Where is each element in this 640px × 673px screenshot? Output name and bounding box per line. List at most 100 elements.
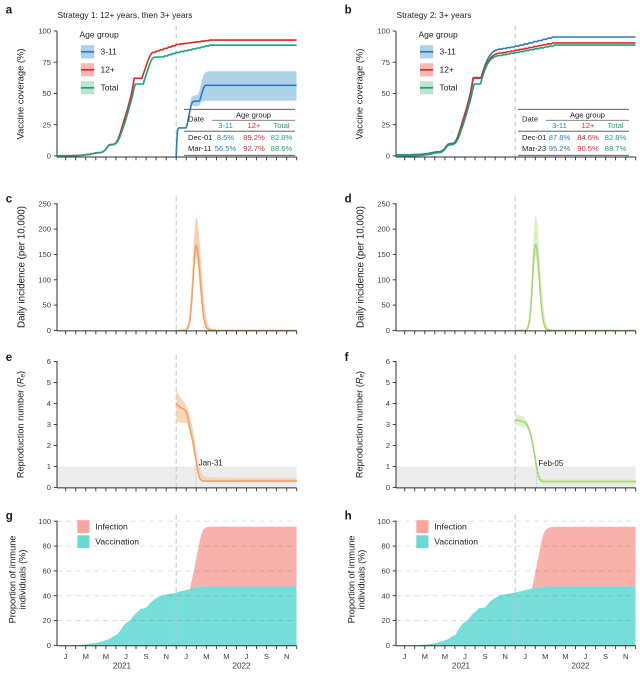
svg-text:80: 80 [43, 542, 51, 551]
svg-text:200: 200 [38, 225, 51, 234]
svg-text:50: 50 [382, 301, 390, 310]
svg-text:Dec-01: Dec-01 [522, 133, 546, 142]
svg-text:S: S [264, 652, 269, 661]
svg-text:100: 100 [38, 517, 51, 526]
svg-text:2: 2 [47, 441, 51, 450]
svg-text:0: 0 [47, 483, 51, 492]
svg-text:0: 0 [386, 483, 390, 492]
svg-text:M: M [83, 652, 89, 661]
svg-text:3: 3 [47, 420, 51, 429]
svg-text:0: 0 [386, 152, 390, 161]
svg-text:individuals (%): individuals (%) [17, 550, 27, 610]
svg-text:Vaccine coverage (%): Vaccine coverage (%) [353, 48, 364, 139]
svg-text:N: N [163, 652, 168, 661]
svg-text:0: 0 [47, 326, 51, 335]
svg-text:individuals (%): individuals (%) [356, 550, 366, 610]
svg-text:4: 4 [47, 399, 51, 408]
svg-text:200: 200 [377, 225, 390, 234]
svg-text:S: S [603, 652, 608, 661]
svg-text:82.8%: 82.8% [271, 133, 293, 142]
svg-text:90.5%: 90.5% [577, 144, 599, 153]
svg-text:150: 150 [377, 250, 390, 259]
svg-text:g: g [6, 511, 13, 523]
svg-text:Dec-01: Dec-01 [188, 133, 212, 142]
svg-text:0: 0 [386, 641, 390, 650]
svg-text:3-11: 3-11 [101, 47, 118, 57]
svg-text:J: J [584, 652, 588, 661]
svg-text:J: J [184, 652, 188, 661]
svg-text:25: 25 [382, 120, 390, 129]
svg-text:Age group: Age group [570, 110, 605, 119]
svg-text:4: 4 [386, 399, 390, 408]
svg-text:250: 250 [38, 199, 51, 208]
svg-text:40: 40 [382, 591, 390, 600]
svg-text:e: e [6, 352, 12, 364]
svg-text:60: 60 [382, 567, 390, 576]
svg-text:100: 100 [38, 27, 51, 36]
svg-text:50: 50 [43, 89, 51, 98]
svg-text:60: 60 [43, 567, 51, 576]
svg-text:0: 0 [47, 152, 51, 161]
svg-text:100: 100 [377, 517, 390, 526]
svg-text:56.5%: 56.5% [215, 144, 237, 153]
svg-text:N: N [623, 652, 628, 661]
svg-text:84.6%: 84.6% [577, 133, 599, 142]
svg-text:2021: 2021 [452, 661, 471, 670]
svg-text:Total: Total [440, 83, 458, 93]
svg-text:12+: 12+ [582, 121, 595, 130]
svg-text:M: M [103, 652, 109, 661]
svg-text:Proportion of immune: Proportion of immune [347, 536, 357, 624]
svg-text:250: 250 [377, 199, 390, 208]
svg-text:82.8%: 82.8% [605, 133, 627, 142]
svg-text:M: M [542, 652, 548, 661]
svg-text:3-11: 3-11 [552, 121, 567, 130]
svg-text:N: N [284, 652, 289, 661]
svg-text:20: 20 [43, 616, 51, 625]
svg-text:f: f [345, 352, 349, 364]
svg-text:Daily incidence (per 10,000): Daily incidence (per 10,000) [355, 206, 366, 328]
svg-text:12+: 12+ [101, 65, 115, 75]
svg-text:5: 5 [47, 378, 51, 387]
svg-text:88.6%: 88.6% [271, 144, 293, 153]
svg-text:6: 6 [386, 357, 390, 366]
svg-text:S: S [483, 652, 488, 661]
svg-text:Total: Total [607, 121, 623, 130]
svg-text:Infection: Infection [95, 522, 128, 532]
svg-text:95.2%: 95.2% [549, 144, 571, 153]
svg-text:0: 0 [47, 641, 51, 650]
svg-text:Strategy 1: 12+ years, then 3+: Strategy 1: 12+ years, then 3+ years [58, 10, 193, 20]
svg-text:a: a [6, 5, 13, 17]
svg-text:2021: 2021 [113, 661, 132, 670]
svg-text:20: 20 [382, 616, 390, 625]
svg-text:2022: 2022 [232, 661, 251, 670]
svg-text:3: 3 [386, 420, 390, 429]
svg-text:J: J [245, 652, 249, 661]
svg-text:h: h [345, 511, 352, 523]
svg-text:40: 40 [43, 591, 51, 600]
svg-text:J: J [463, 652, 467, 661]
svg-text:M: M [223, 652, 229, 661]
svg-text:d: d [345, 194, 352, 206]
svg-text:Mar-11: Mar-11 [188, 144, 212, 153]
svg-text:Vaccination: Vaccination [434, 537, 478, 547]
svg-text:Reproduction number (Re): Reproduction number (Re) [16, 371, 27, 478]
svg-text:2: 2 [386, 441, 390, 450]
svg-text:5: 5 [386, 378, 390, 387]
svg-text:M: M [562, 652, 568, 661]
svg-text:3-11: 3-11 [218, 121, 233, 130]
svg-text:Daily incidence (per 10,000): Daily incidence (per 10,000) [16, 206, 27, 328]
svg-text:150: 150 [38, 250, 51, 259]
svg-text:1: 1 [386, 462, 390, 471]
svg-text:100: 100 [38, 275, 51, 284]
svg-text:12+: 12+ [248, 121, 261, 130]
svg-text:b: b [345, 5, 352, 17]
svg-text:Infection: Infection [434, 522, 467, 532]
svg-text:87.8%: 87.8% [549, 133, 571, 142]
svg-text:J: J [124, 652, 128, 661]
svg-text:N: N [502, 652, 507, 661]
svg-text:6: 6 [47, 357, 51, 366]
svg-text:75: 75 [382, 58, 390, 67]
svg-text:100: 100 [377, 27, 390, 36]
svg-text:Date: Date [188, 115, 204, 124]
svg-text:Vaccination: Vaccination [95, 537, 139, 547]
